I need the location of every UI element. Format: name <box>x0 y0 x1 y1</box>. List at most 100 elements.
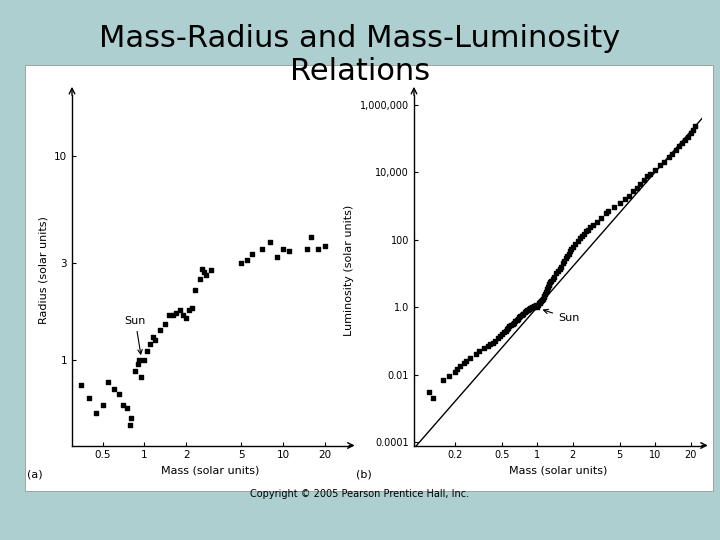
Point <box>523 305 534 314</box>
Point <box>197 264 208 273</box>
Point <box>319 242 330 251</box>
Point <box>539 289 551 298</box>
Text: (b): (b) <box>356 470 372 480</box>
Point <box>427 394 438 403</box>
Point <box>538 293 549 301</box>
Point <box>271 253 282 261</box>
Point <box>150 336 161 345</box>
Point <box>174 306 186 315</box>
Point <box>502 323 513 332</box>
Point <box>189 286 200 294</box>
Point <box>186 303 198 312</box>
Point <box>624 192 635 200</box>
Point <box>540 288 552 296</box>
Point <box>547 274 559 283</box>
Point <box>76 381 87 389</box>
Point <box>167 311 179 320</box>
Point <box>600 209 611 218</box>
Point <box>576 232 588 240</box>
Point <box>507 320 518 328</box>
Point <box>680 136 691 144</box>
Point <box>201 271 212 280</box>
Point <box>184 306 195 315</box>
Point <box>134 355 145 364</box>
Point <box>519 308 531 317</box>
Point <box>654 161 666 170</box>
Point <box>516 310 528 319</box>
Point <box>246 250 258 259</box>
Point <box>543 281 554 289</box>
Point <box>492 334 503 342</box>
Point <box>534 299 546 307</box>
Point <box>659 158 670 166</box>
Point <box>473 347 485 355</box>
Point <box>591 218 603 226</box>
Point <box>564 247 576 256</box>
Point <box>603 207 614 215</box>
Point <box>595 213 607 222</box>
Point <box>129 367 140 375</box>
Text: (a): (a) <box>27 470 43 480</box>
Point <box>155 326 166 334</box>
X-axis label: Mass (solar units): Mass (solar units) <box>161 466 260 476</box>
Point <box>544 278 556 287</box>
Point <box>523 305 535 313</box>
Point <box>510 317 521 326</box>
Point <box>527 303 539 312</box>
Point <box>663 153 675 161</box>
Point <box>688 125 699 134</box>
Point <box>682 133 693 141</box>
Point <box>444 372 455 381</box>
Point <box>423 388 434 397</box>
Point <box>91 408 102 417</box>
Point <box>461 357 472 366</box>
Point <box>533 300 544 309</box>
Point <box>139 355 150 364</box>
Point <box>530 301 541 310</box>
Point <box>524 304 536 313</box>
Point <box>454 362 466 370</box>
Point <box>552 266 564 275</box>
Text: Mass-Radius and Mass-Luminosity: Mass-Radius and Mass-Luminosity <box>99 24 621 53</box>
Point <box>559 256 570 265</box>
Point <box>566 245 577 254</box>
Point <box>529 302 541 310</box>
Point <box>528 302 540 311</box>
Point <box>677 138 688 147</box>
Y-axis label: Radius (solar units): Radius (solar units) <box>38 216 48 324</box>
Point <box>498 328 510 336</box>
Point <box>526 303 538 312</box>
Point <box>451 364 463 373</box>
Point <box>235 258 247 267</box>
Point <box>199 267 210 276</box>
Point <box>159 320 171 328</box>
Point <box>551 269 562 278</box>
Point <box>438 376 449 384</box>
Point <box>147 332 158 341</box>
Point <box>531 301 542 309</box>
Point <box>536 297 547 306</box>
Point <box>490 336 501 345</box>
Point <box>563 249 575 258</box>
Point <box>670 146 682 154</box>
Point <box>572 237 583 246</box>
Point <box>574 234 585 242</box>
Text: Sun: Sun <box>125 316 146 354</box>
Point <box>501 325 513 334</box>
Point <box>511 315 523 324</box>
Point <box>608 203 620 212</box>
Point <box>264 237 275 246</box>
Point <box>618 195 630 204</box>
Point <box>631 183 643 192</box>
Point <box>634 180 646 188</box>
Point <box>534 298 546 307</box>
Point <box>122 404 133 413</box>
Point <box>124 421 135 429</box>
Point <box>302 245 313 253</box>
Point <box>588 220 599 229</box>
Point <box>518 309 529 318</box>
Text: Copyright © 2005 Pearson Prentice Hall, Inc.: Copyright © 2005 Pearson Prentice Hall, … <box>251 489 469 499</box>
Point <box>541 287 552 295</box>
X-axis label: Mass (solar units): Mass (solar units) <box>509 466 607 476</box>
Point <box>305 233 317 241</box>
